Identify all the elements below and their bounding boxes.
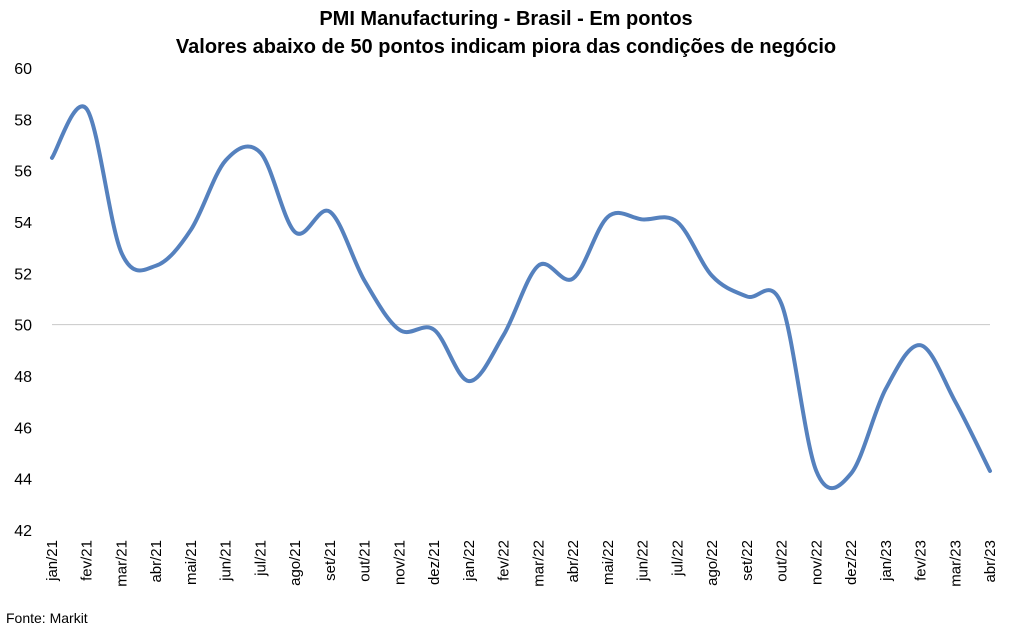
x-tick-label: jun/21: [218, 540, 235, 582]
x-tick-label: abr/22: [565, 540, 582, 583]
data-point: [467, 379, 471, 383]
x-tick-label: dez/22: [843, 540, 860, 585]
x-tick-label: abr/21: [148, 540, 165, 583]
x-tick-label: fev/23: [913, 540, 930, 581]
y-axis-labels: 42 44 46 48 50 52 54 56 58 60: [14, 61, 32, 540]
data-point: [363, 279, 367, 283]
y-tick-label: 50: [14, 318, 32, 335]
data-point: [953, 400, 957, 404]
x-tick-label: abr/23: [982, 540, 999, 583]
data-point: [675, 220, 679, 224]
y-tick-label: 56: [14, 164, 32, 181]
x-tick-label: set/21: [322, 540, 339, 581]
chart-title: PMI Manufacturing - Brasil - Em pontos: [319, 8, 693, 30]
data-point: [536, 264, 540, 268]
data-point: [258, 151, 262, 155]
x-tick-label: jul/21: [252, 540, 269, 577]
data-point: [502, 333, 506, 337]
data-point: [745, 294, 749, 298]
data-point: [884, 387, 888, 391]
data-point: [119, 251, 123, 255]
x-tick-label: ago/22: [704, 540, 721, 586]
series-line: [50, 104, 992, 491]
data-point: [432, 328, 436, 332]
data-point: [814, 469, 818, 473]
x-tick-label: jan/21: [44, 540, 61, 582]
x-tick-label: out/21: [357, 540, 374, 582]
data-point: [606, 215, 610, 219]
source-note: Fonte: Markit: [6, 610, 88, 626]
x-tick-label: mar/21: [113, 540, 130, 587]
data-point: [328, 210, 332, 214]
data-point: [780, 302, 784, 306]
x-tick-label: mar/23: [947, 540, 964, 587]
data-point: [571, 276, 575, 280]
x-tick-label: jul/22: [669, 540, 686, 577]
data-point: [397, 328, 401, 332]
x-tick-label: mai/22: [600, 540, 617, 585]
y-tick-label: 46: [14, 420, 32, 437]
x-tick-label: nov/22: [808, 540, 825, 585]
data-point: [919, 343, 923, 347]
data-point: [189, 228, 193, 232]
data-point: [50, 156, 54, 160]
x-tick-label: jan/23: [878, 540, 895, 582]
y-tick-label: 42: [14, 523, 32, 540]
data-point: [988, 469, 992, 473]
y-tick-label: 54: [14, 215, 32, 232]
x-tick-label: fev/22: [496, 540, 513, 581]
chart-subtitle: Valores abaixo de 50 pontos indicam pior…: [175, 36, 837, 58]
x-tick-label: mai/21: [183, 540, 200, 585]
data-point: [224, 158, 228, 162]
data-point: [293, 230, 297, 234]
data-point: [710, 274, 714, 278]
x-tick-label: out/22: [774, 540, 791, 582]
y-tick-label: 48: [14, 369, 32, 386]
data-point: [849, 472, 853, 476]
x-tick-label: set/22: [739, 540, 756, 581]
x-tick-label: nov/21: [391, 540, 408, 585]
y-tick-label: 52: [14, 266, 32, 283]
x-tick-label: jan/22: [461, 540, 478, 582]
data-point: [154, 264, 158, 268]
x-tick-label: jun/22: [635, 540, 652, 582]
x-tick-label: fev/21: [79, 540, 96, 581]
y-tick-label: 60: [14, 61, 32, 78]
y-tick-label: 58: [14, 112, 32, 129]
x-tick-label: dez/21: [426, 540, 443, 585]
data-point: [85, 107, 89, 111]
x-tick-label: ago/21: [287, 540, 304, 586]
data-point: [641, 217, 645, 221]
x-tick-label: mar/22: [530, 540, 547, 587]
y-tick-label: 44: [14, 472, 32, 489]
x-axis-labels: jan/21 fev/21 mar/21 abr/21 mai/21 jun/21 jul/…: [44, 540, 999, 587]
